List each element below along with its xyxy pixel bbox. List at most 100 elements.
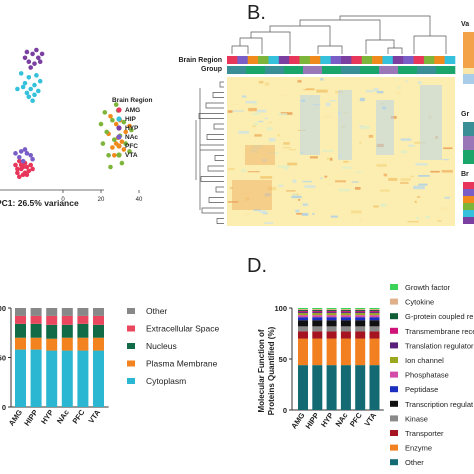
function-legend-label: Growth factor [405,283,451,292]
heatmap-region-annotation-cell [258,56,269,64]
heatmap-cool-block [420,85,442,160]
localization-bar-segment [61,350,73,407]
function-y-tick-label: 0 [283,406,287,415]
function-bar-segment [340,331,351,339]
pca-point-hyp [28,65,33,70]
localization-bar-segment [93,350,104,407]
function-bar-segment [326,313,337,316]
pca-point-hyp [30,51,35,57]
pca-point-amg [13,162,18,168]
pca-point-nac [22,147,28,152]
pca-point-hip [28,86,33,92]
heatmap-cell-block [227,201,239,203]
heatmap-cell-block [247,171,260,173]
heatmap-group-annotation-cell [303,66,323,74]
panel-label-b: B. [247,2,266,24]
function-bar-segment [312,308,323,310]
pca-point-vta [112,137,117,142]
function-bar-segment [298,311,308,313]
function-x-tick-label: AMG [289,411,307,431]
function-legend-label: G-protein coupled re [405,312,473,321]
panel-label-d: D. [247,255,267,277]
function-legend-label: Cytokine [405,298,434,307]
heatmap-group-legend-swatch [463,122,474,136]
heatmap-cell-block [327,184,333,186]
heatmap-row-label-group: Group [201,66,222,73]
function-ylabel-line2: Proteins Quantified (%) [267,326,276,415]
localization-bar-segment [15,315,26,324]
pca-point-hyp [36,55,41,61]
pca-point-vta [102,110,108,115]
pca-point-nac [20,158,26,164]
function-bar-segment [298,313,308,316]
localization-bar-segment [46,350,58,407]
heatmap-region-legend-swatch [463,217,474,224]
function-x-tick-label: HIPP [304,411,321,431]
heatmap-cell-block [301,212,309,216]
heatmap-cell-block [342,166,352,169]
heatmap-cell-block [442,159,449,161]
pca-point-amg [15,170,20,176]
pca-legend-swatch [116,143,122,149]
heatmap-cell-block [373,88,379,92]
heatmap-cell-block [355,187,361,190]
heatmap-cell-block [425,215,430,219]
pca-point-vta [100,141,106,146]
function-bar-segment [340,365,351,410]
heatmap-cell-block [366,89,371,91]
heatmap-value-legend-fragment: Va [461,21,469,28]
pca-point-amg [20,172,26,178]
function-bar-segment [326,312,337,314]
localization-legend-swatch [127,360,135,367]
function-bar-segment [312,338,323,366]
function-legend-swatch [390,313,398,320]
pca-point-hip [37,78,43,84]
function-bar-segment [340,313,351,316]
pca-point-amg [24,164,30,170]
heatmap-region-legend-swatch [463,203,474,210]
function-legend-swatch [390,386,398,393]
heatmap-region-annotation-cell [289,56,300,64]
heatmap-cell-block [376,90,384,94]
heatmap-cell-block [262,158,267,162]
function-bar-segment [355,311,366,313]
function-x-tick-label: NAc [334,411,350,428]
heatmap-cell-block [286,190,296,192]
localization-y-tick-label: 0 [2,403,6,412]
function-bar-segment [298,331,308,339]
pca-point-amg [26,168,32,174]
heatmap-cell-block [303,89,315,91]
heatmap-region-annotation-cell [392,56,404,64]
localization-legend-swatch [127,343,135,349]
localization-bar-segment [61,324,73,338]
heatmap-cell-block [295,209,300,213]
heatmap-cell-block [253,209,261,212]
localization-bar-segment [77,315,89,324]
heatmap-cell-block [324,175,328,178]
function-legend-swatch [390,327,398,334]
localization-legend-label: Plasma Membrane [146,359,218,369]
function-x-tick-label: HYP [319,411,335,429]
localization-legend-label: Cytoplasm [146,376,186,386]
pca-x-tick-label: 20 [98,197,105,203]
heatmap-cell-block [404,80,409,82]
heatmap-cell-block [232,110,245,112]
heatmap-region-legend-swatch [463,189,474,196]
heatmap-cell-block [414,200,417,204]
localization-bar-segment [15,323,26,338]
heatmap-cell-block [262,212,268,215]
heatmap-region-annotation-cell [382,56,394,64]
function-bar-segment [312,313,323,316]
localization-bar-segment [93,324,104,338]
function-legend-swatch [390,415,398,422]
heatmap-cell-block [268,138,276,142]
pca-point-vta [110,117,115,123]
function-bar-segment [326,310,337,312]
heatmap-cell-block [298,198,301,201]
heatmap-cell-block [430,170,440,173]
localization-legend-swatch [127,325,135,332]
heatmap-group-annotation-cell [417,66,437,74]
function-legend-swatch [390,400,398,407]
heatmap-cell-block [292,179,297,183]
function-bar-segment [369,320,380,327]
